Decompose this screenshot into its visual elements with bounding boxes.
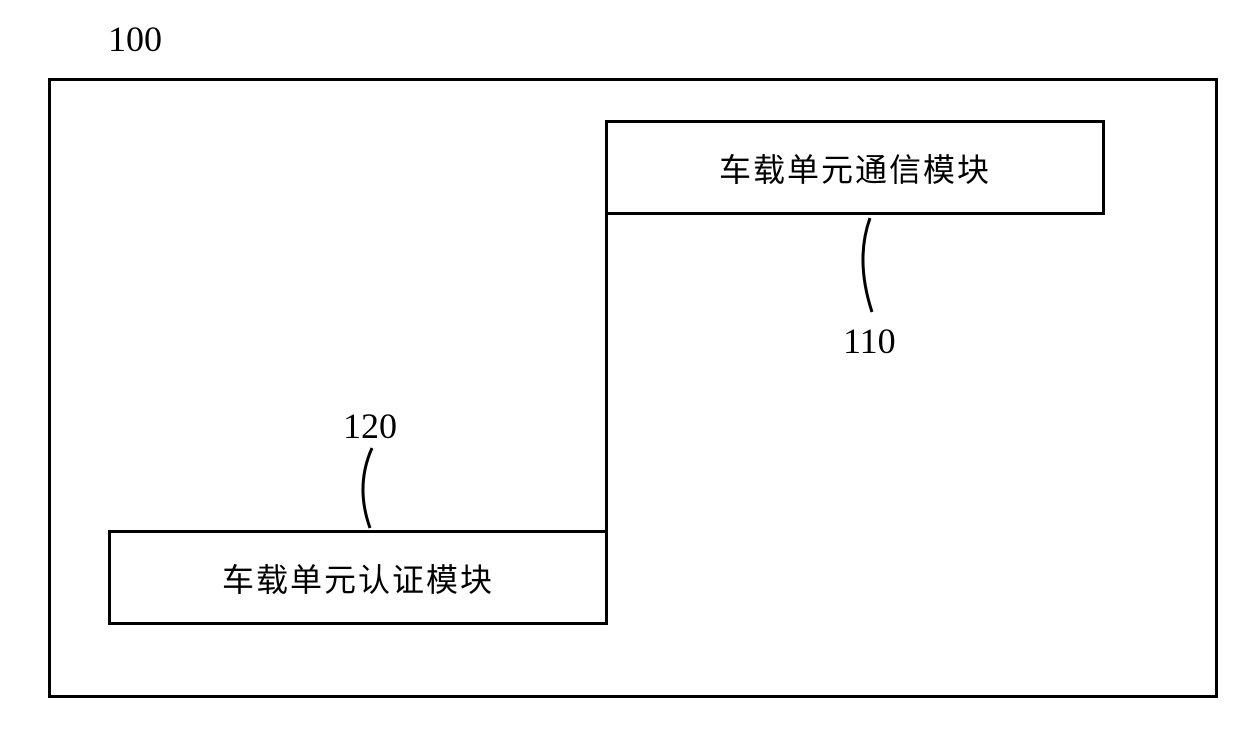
auth-module-leader-line bbox=[0, 0, 1247, 746]
